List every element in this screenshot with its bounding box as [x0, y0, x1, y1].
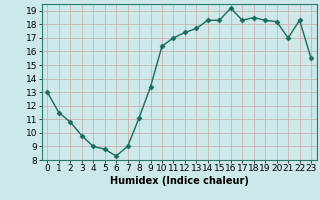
X-axis label: Humidex (Indice chaleur): Humidex (Indice chaleur) — [110, 176, 249, 186]
